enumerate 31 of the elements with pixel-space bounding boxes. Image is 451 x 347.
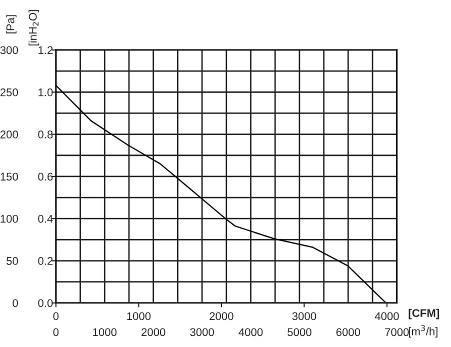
y-axis-title: [Pa] xyxy=(6,15,16,34)
x2-tick-label: 7000 xyxy=(385,328,409,336)
y-tick-label: 250 xyxy=(0,88,18,96)
x2-tick-label: 0 xyxy=(53,328,59,336)
y2-tick-label: 0.4 xyxy=(38,214,53,223)
x-tick-label: 1000 xyxy=(127,312,151,320)
x-tick-label: 3000 xyxy=(292,312,316,320)
x2-tick-label: 5000 xyxy=(288,328,312,336)
x-axis-title: [CFM] xyxy=(408,308,439,320)
x2-tick-label: 6000 xyxy=(336,328,360,336)
y2-tick-label: 1.2 xyxy=(38,46,53,54)
x2-tick-label: 3000 xyxy=(190,328,214,336)
x2-axis-title: [m$^{3}$/h] xyxy=(408,325,438,338)
y2-tick-label: 0.0 xyxy=(38,299,53,308)
y-tick-label: 200 xyxy=(0,130,18,138)
x2-tick-label: 2000 xyxy=(142,328,166,336)
y2-axis-title: [inH$_{2}$O] xyxy=(28,10,39,46)
y-tick-label: 50 xyxy=(6,257,18,265)
y-tick-label: 0 xyxy=(12,299,18,308)
y2-tick-label: 0.6 xyxy=(38,172,53,181)
x-tick-label: 2000 xyxy=(210,312,234,320)
y2-tick-label: 1.0 xyxy=(38,88,53,96)
y2-tick-label: 0.8 xyxy=(38,130,53,138)
x2-tick-label: 4000 xyxy=(238,328,263,336)
x-tick-label: 0 xyxy=(53,312,59,320)
x2-tick-label: 1000 xyxy=(93,328,117,336)
x-tick-label: 4000 xyxy=(374,312,399,320)
y-tick-label: 100 xyxy=(0,214,18,223)
y-tick-label: 300 xyxy=(0,46,18,54)
y-tick-label: 150 xyxy=(0,172,18,181)
y2-tick-label: 0.2 xyxy=(38,257,53,265)
